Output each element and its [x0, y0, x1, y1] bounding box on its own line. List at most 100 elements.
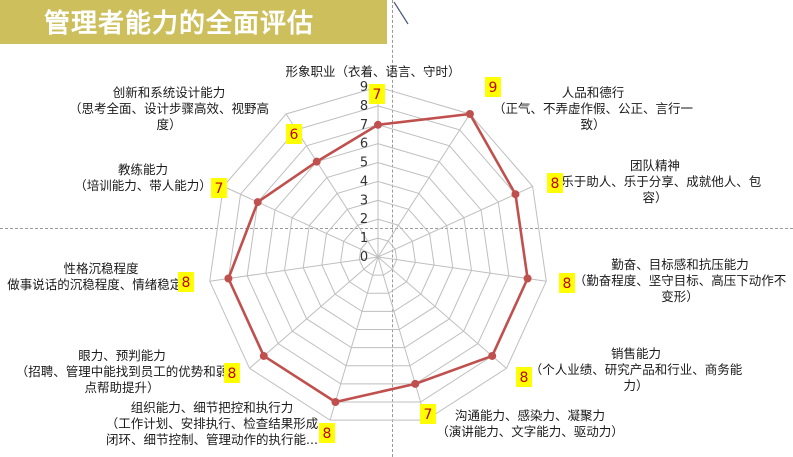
category-label-line: 闭环、细节控制、管理动作的执行能...: [106, 432, 318, 447]
grid-spoke-1: [377, 113, 471, 258]
value-badge-text: 8: [563, 276, 572, 292]
value-badge-text: 7: [215, 181, 224, 197]
value-badge-bg: [319, 423, 335, 443]
category-label-3: 勤奋、目标感和抗压能力（勤奋程度、坚守目标、高压下动作不变形）: [574, 257, 787, 304]
value-badge-bg: [420, 404, 436, 424]
value-badge-bg: [369, 84, 385, 104]
value-badge-bg: [547, 173, 563, 193]
grid-spoke-5: [377, 256, 427, 421]
category-label-line: 力）: [623, 378, 648, 393]
category-label-line: 创新和系统设计能力: [113, 85, 226, 100]
category-label-line: 勤奋、目标感和抗压能力: [611, 257, 749, 272]
category-label-line: 致）: [580, 117, 605, 132]
category-label-8: 性格沉稳程度做事说话的沉稳程度、情绪稳定）: [7, 261, 195, 292]
value-badge-9: 7: [211, 178, 227, 198]
value-badge-text: 7: [424, 407, 433, 423]
data-point-5: [411, 379, 420, 388]
radar-grid: [209, 86, 547, 421]
grid-spoke-3: [377, 256, 547, 282]
value-badge-10: 6: [286, 124, 302, 144]
grid-ring-7: [246, 124, 510, 385]
value-badge-text: 8: [228, 366, 237, 382]
grid-ring-8: [227, 105, 529, 403]
value-badge-5: 7: [420, 404, 436, 424]
value-badge-4: 8: [516, 367, 532, 387]
grid-spoke-6: [329, 256, 379, 421]
data-point-2: [511, 190, 520, 199]
category-label-6: 组织能力、细节把控和执行力（工作计划、安排执行、检查结果形成闭环、细节控制、管理…: [106, 400, 319, 447]
category-label-line: （乐于助人、乐于分享、成就他人、包: [549, 174, 762, 189]
grid-spoke-9: [223, 185, 379, 258]
category-label-2: 团队精神（乐于助人、乐于分享、成就他人、包容）: [549, 158, 762, 205]
value-badge-8: 8: [178, 272, 194, 292]
grid-ring-4: [302, 180, 454, 330]
value-badge-3: 8: [559, 273, 575, 293]
category-label-line: （勤奋程度、坚守目标、高压下动作不: [574, 273, 787, 288]
grid-ring-1: [358, 237, 398, 276]
data-point-6: [331, 397, 340, 406]
data-point-7: [259, 351, 268, 360]
category-label-line: （培训能力、带人能力）: [74, 178, 212, 193]
tick-label: 9: [360, 80, 368, 95]
category-label-line: （招聘、管理中能找到员工的优势和弱: [16, 364, 229, 379]
category-label-line: 眼力、预判能力: [78, 348, 166, 363]
data-point-3: [523, 274, 532, 283]
category-label-line: （工作计划、安排执行、检查结果形成: [106, 416, 319, 431]
grid-ring-6: [265, 143, 491, 367]
category-label-line: 团队精神: [630, 158, 680, 173]
grid-spoke-7: [249, 256, 379, 369]
value-badge-bg: [485, 77, 501, 97]
category-label-10: 创新和系统设计能力（思考全面、设计步骤高效、视野高度）: [69, 85, 269, 132]
category-label-line: 变形）: [661, 289, 699, 304]
category-label-line: 容）: [642, 190, 667, 205]
value-badge-text: 8: [182, 275, 191, 291]
category-label-line: 形象职业（衣着、语言、守时）: [285, 64, 460, 79]
grid-spoke-4: [377, 256, 507, 369]
value-badge-text: 8: [551, 176, 560, 192]
value-badge-bg: [178, 272, 194, 292]
category-label-9: 教练能力（培训能力、带人能力）: [74, 162, 212, 193]
category-label-line: （演讲能力、文字能力、驱动力）: [436, 424, 624, 439]
tick-label: 5: [360, 156, 368, 171]
tick-label: 8: [360, 99, 368, 114]
category-label-5: 沟通能力、感染力、凝聚力（演讲能力、文字能力、驱动力）: [436, 408, 624, 439]
data-point-0: [374, 120, 382, 129]
title-bar: 管理者能力的全面评估: [0, 0, 387, 44]
value-badge-6: 8: [319, 423, 335, 443]
corner-decoration: [393, 1, 409, 25]
value-badge-7: 8: [224, 363, 240, 383]
grid-spoke-2: [377, 185, 533, 258]
category-label-line: 沟通能力、感染力、凝聚力: [455, 408, 605, 423]
category-label-7: 眼力、预判能力（招聘、管理中能找到员工的优势和弱点帮助提升）: [16, 348, 229, 395]
category-label-line: 性格沉稳程度: [63, 261, 139, 276]
tick-label: 2: [360, 212, 368, 227]
page-title: 管理者能力的全面评估: [44, 9, 315, 39]
data-point-4: [488, 351, 497, 360]
grid-ring-2: [340, 218, 416, 294]
tick-label: 7: [360, 118, 368, 133]
category-labels: 形象职业（衣着、语言、守时） 人品和德行（正气、不弄虚作假、公正、言行一致） 团队精…: [7, 64, 786, 447]
data-point-8: [224, 274, 233, 283]
data-point-9: [253, 198, 262, 207]
grid-ring-9: [209, 86, 547, 421]
value-badge-1: 9: [485, 77, 501, 97]
radial-tick-labels: 0 1 2 3 4 5 6 7 8 9: [360, 80, 368, 265]
category-label-line: 组织能力、细节把控和执行力: [131, 400, 294, 415]
category-label-line: （正气、不弄虚作假、公正、言行一: [493, 101, 693, 116]
value-badge-bg: [559, 273, 575, 293]
grid-spoke-8: [209, 256, 379, 282]
value-badge-text: 7: [373, 87, 382, 103]
value-badge-bg: [211, 178, 227, 198]
value-badge-text: 8: [323, 426, 332, 442]
category-label-line: 销售能力: [611, 346, 661, 361]
data-point-10: [312, 157, 321, 166]
category-label-line: （思考全面、设计步骤高效、视野高: [69, 101, 269, 116]
category-label-0: 形象职业（衣着、语言、守时）: [285, 64, 460, 79]
grid-ring-5: [284, 162, 472, 349]
category-label-line: 度）: [156, 117, 181, 132]
value-badge-text: 8: [520, 370, 529, 386]
grid-ring-3: [321, 199, 435, 312]
category-label-line: 人品和德行: [562, 85, 625, 100]
